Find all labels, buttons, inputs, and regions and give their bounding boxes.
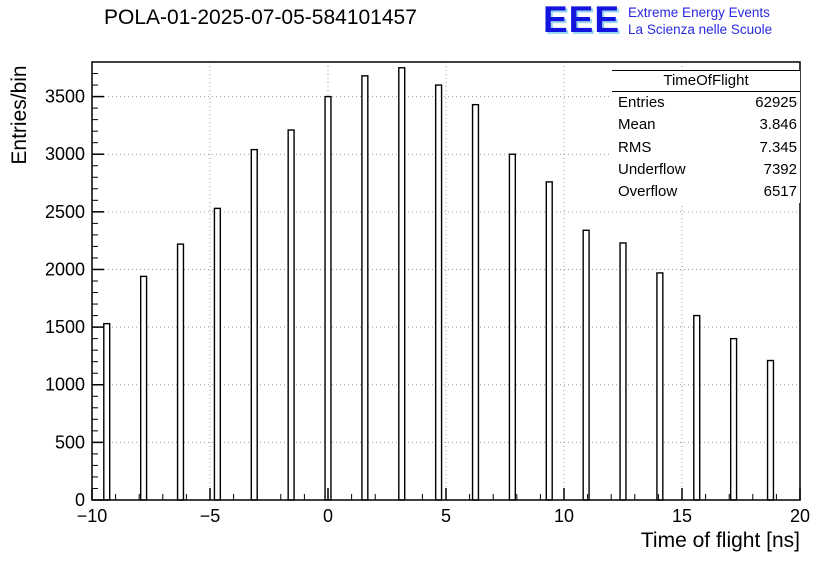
stats-row-label: Overflow <box>618 183 678 200</box>
x-tick-label: 5 <box>441 506 451 526</box>
stats-row-value: 7392 <box>763 160 797 178</box>
histogram-bar <box>139 275 148 501</box>
histogram-bar <box>508 153 517 501</box>
histogram-bar <box>766 359 775 501</box>
y-tick-label: 3000 <box>45 144 85 164</box>
stats-rows: Entries 62925 Mean 3.846 RMS 7.345 Underflow 73… <box>612 92 800 203</box>
stats-row: Underflow 7392 <box>612 159 800 181</box>
eee-logo-text: Extreme Energy Events La Scienza nelle S… <box>628 5 772 39</box>
histogram-bar <box>361 75 369 501</box>
x-axis-title: Time of flight [ns] <box>641 529 800 552</box>
stats-row: Overflow 6517 <box>612 181 800 203</box>
stats-row-label: Entries <box>618 94 665 111</box>
histogram-bar <box>398 67 406 501</box>
histogram-bar <box>729 337 738 501</box>
x-tick-label: 10 <box>554 506 574 526</box>
histogram-bar <box>582 229 590 501</box>
stats-row: Mean 3.846 <box>612 114 800 136</box>
x-tick-label: 15 <box>672 506 692 526</box>
x-tick-label: −5 <box>200 506 221 526</box>
x-tick-label: −10 <box>77 506 108 526</box>
histogram-bar <box>656 272 664 501</box>
stats-row-value: 62925 <box>755 94 797 111</box>
histogram-bar <box>434 84 443 501</box>
y-tick-label: 1500 <box>45 317 85 337</box>
histogram-title: POLA-01-2025-07-05-584101457 <box>104 6 417 29</box>
stats-box-title: TimeOfFlight <box>612 71 800 92</box>
histogram-bar <box>213 207 222 501</box>
eee-logo-line1: Extreme Energy Events <box>628 5 770 20</box>
stats-row-label: Mean <box>618 116 656 134</box>
eee-logo-line2: La Scienza nelle Scuole <box>628 21 773 37</box>
y-tick-label: 1000 <box>45 375 85 395</box>
eee-logo-mark: EEE <box>543 0 621 40</box>
y-axis-title: Entries/bin <box>8 65 31 164</box>
x-tick-label: 0 <box>323 506 333 526</box>
histogram-bar <box>324 95 332 501</box>
histogram-bar <box>693 314 701 501</box>
histogram-bar <box>250 148 258 501</box>
stats-box: TimeOfFlight Entries 62925 Mean 3.846 RMS 7.3… <box>612 70 800 204</box>
histogram-bar <box>103 322 111 501</box>
y-tick-label: 3500 <box>45 87 85 107</box>
stats-row-label: RMS <box>618 138 652 156</box>
stats-row-value: 7.345 <box>759 138 797 156</box>
eee-logo: EEE Extreme Energy Events La Scienza nel… <box>543 0 772 40</box>
stats-row: Entries 62925 <box>612 92 800 114</box>
histogram-bar <box>619 242 627 501</box>
y-tick-label: 500 <box>55 432 85 452</box>
stats-row-value: 6517 <box>763 183 797 200</box>
y-tick-label: 0 <box>75 490 85 510</box>
stats-row-value: 3.846 <box>759 116 797 134</box>
histogram-bar <box>176 243 185 501</box>
histogram-bar <box>545 181 553 501</box>
stats-row-label: Underflow <box>618 160 686 178</box>
histogram-bar <box>287 129 295 501</box>
x-tick-label: 20 <box>790 506 810 526</box>
histogram-bar <box>471 103 480 501</box>
stats-row: RMS 7.345 <box>612 137 800 159</box>
y-tick-label: 2000 <box>45 259 85 279</box>
y-tick-label: 2500 <box>45 202 85 222</box>
